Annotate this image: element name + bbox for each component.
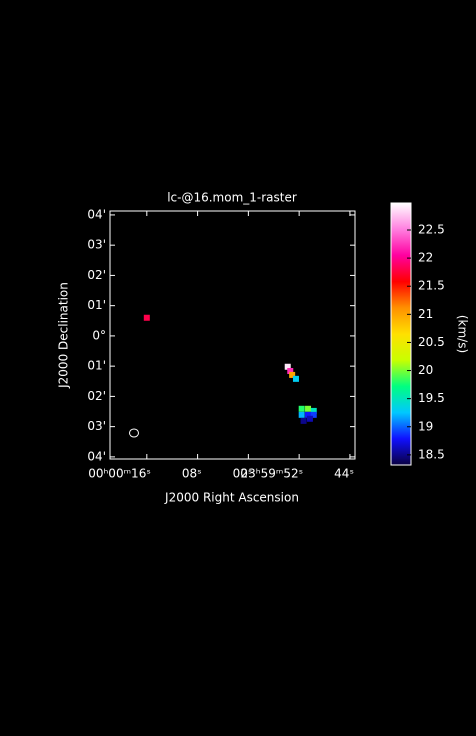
raster-pixel bbox=[287, 367, 294, 374]
x-tick-label: 00ʰ00ᵐ16ˢ bbox=[88, 467, 151, 481]
colorbar-tick-label: 21.5 bbox=[418, 279, 445, 293]
colorbar bbox=[390, 202, 412, 466]
x-tick-label: 08ˢ bbox=[182, 467, 202, 481]
raster-pixel bbox=[298, 405, 305, 412]
raster-pixel bbox=[306, 415, 313, 422]
raster-pixel bbox=[310, 407, 317, 414]
colorbar-tick-label: 22 bbox=[418, 251, 433, 265]
y-axis-label: J2000 Declination bbox=[57, 282, 71, 389]
colorbar-tick-label: 20.5 bbox=[418, 335, 445, 349]
y-tick-label: 03' bbox=[87, 238, 106, 252]
colorbar-tick-label: 20 bbox=[418, 363, 433, 377]
colorbar-tick-label: 21 bbox=[418, 307, 433, 321]
y-tick-label: 04' bbox=[87, 207, 106, 221]
raster-pixel bbox=[310, 411, 317, 418]
y-tick-label: 0° bbox=[92, 328, 106, 342]
x-axis-label: J2000 Right Ascension bbox=[164, 491, 299, 505]
colorbar-tick-label: 19 bbox=[418, 419, 433, 433]
raster-pixel bbox=[305, 405, 312, 412]
raster-pixel bbox=[143, 314, 150, 321]
colorbar-tick-label: 22.5 bbox=[418, 222, 445, 236]
raster-pixel bbox=[300, 417, 307, 424]
y-tick-label: 03' bbox=[87, 419, 106, 433]
raster-pixel bbox=[305, 411, 312, 418]
y-tick-label: 02' bbox=[87, 389, 106, 403]
y-tick-label: 02' bbox=[87, 268, 106, 282]
y-tick-label: 01' bbox=[87, 298, 106, 312]
chart-title: lc-@16.mom_1-raster bbox=[167, 191, 297, 205]
raster-pixel bbox=[289, 371, 296, 378]
beam bbox=[129, 428, 139, 438]
plot-frame bbox=[109, 210, 356, 460]
y-tick-label: 04' bbox=[87, 449, 106, 463]
y-tick-label: 01' bbox=[87, 359, 106, 373]
colorbar-tick-label: 19.5 bbox=[418, 391, 445, 405]
raster-pixel bbox=[292, 375, 299, 382]
raster-pixel bbox=[298, 411, 305, 418]
colorbar-label: (km/s) bbox=[456, 315, 470, 353]
x-tick-label: 00ˢ bbox=[233, 467, 253, 481]
x-tick-label: 44ˢ bbox=[334, 467, 354, 481]
raster-pixel bbox=[284, 363, 291, 370]
x-tick-label: 23ʰ59ᵐ52ˢ bbox=[241, 467, 304, 481]
colorbar-tick-label: 18.5 bbox=[418, 447, 445, 461]
